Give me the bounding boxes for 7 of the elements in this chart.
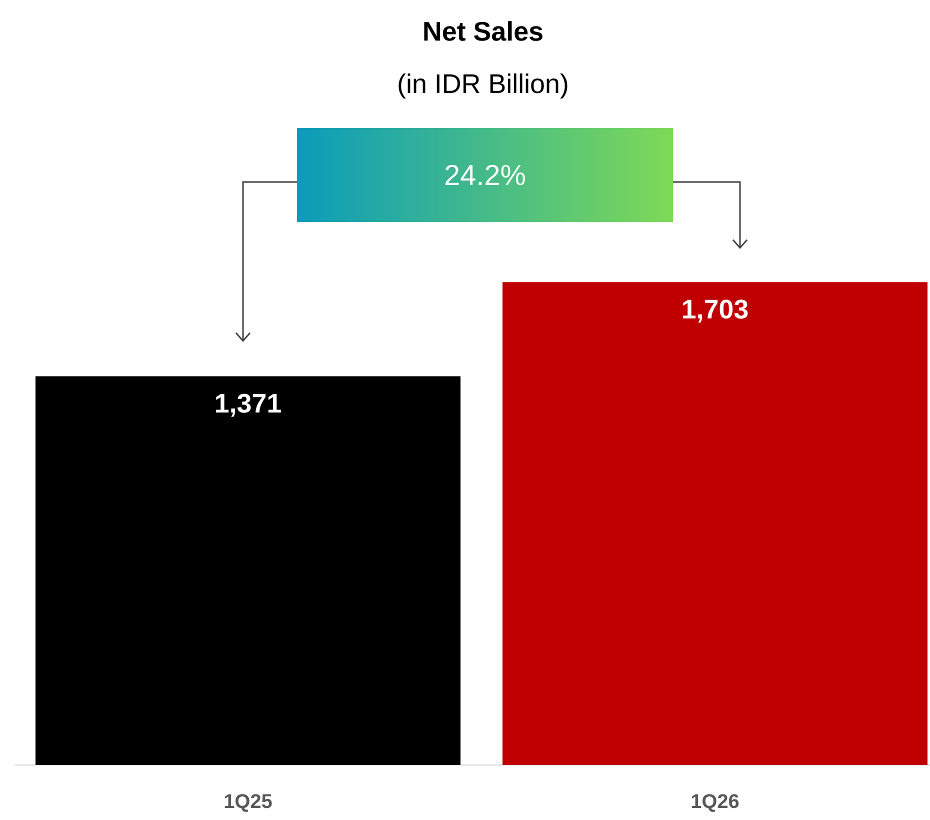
x-tick-label: 1Q26 bbox=[692, 794, 739, 812]
data-label: 1,371 bbox=[216, 394, 281, 417]
chart-title: Net Sales bbox=[424, 21, 542, 41]
text: 24.2% bbox=[446, 164, 525, 186]
x-tick-label: 1Q25 bbox=[224, 794, 272, 812]
data-label: 1,703 bbox=[683, 300, 748, 323]
chart-subtitle: (in IDR Billion) bbox=[398, 73, 568, 99]
